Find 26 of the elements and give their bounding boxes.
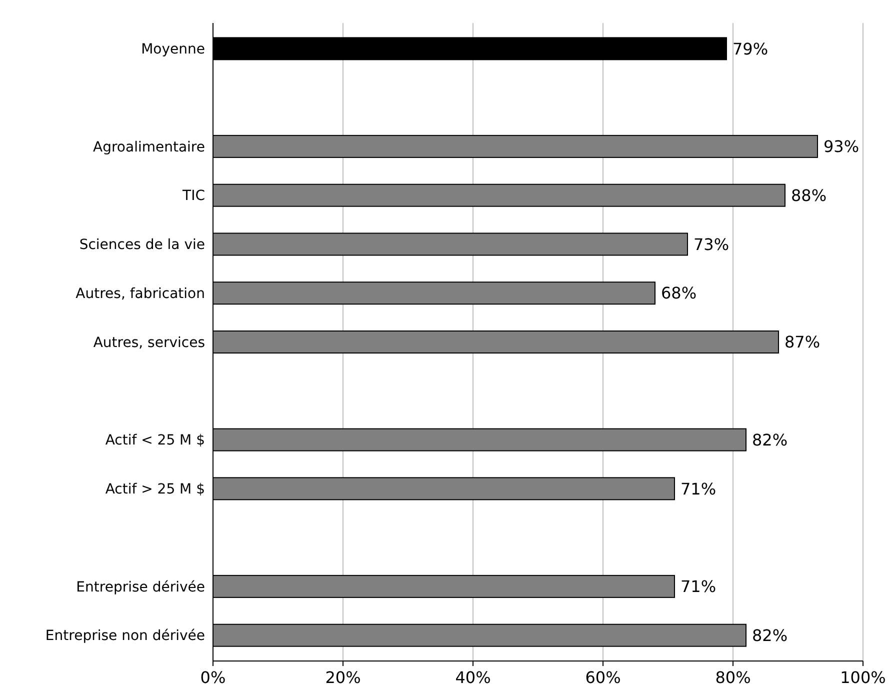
- x-tick-label: 20%: [325, 668, 361, 687]
- x-tick-label: 40%: [455, 668, 491, 687]
- x-tick-label: 100%: [840, 668, 886, 687]
- data-label: 79%: [732, 39, 768, 58]
- data-label: 88%: [791, 186, 827, 205]
- y-tick-label: TIC: [182, 188, 206, 204]
- data-label: 73%: [694, 234, 730, 254]
- y-tick-label: Autres, fabrication: [76, 286, 205, 302]
- data-label: 82%: [752, 626, 788, 645]
- data-label: 68%: [661, 284, 697, 303]
- y-tick-label: Entreprise non dérivée: [45, 628, 205, 644]
- x-tick-label: 0%: [200, 668, 226, 687]
- x-tick-label: 60%: [585, 668, 621, 687]
- data-label: 71%: [680, 479, 716, 498]
- y-tick-label: Moyenne: [141, 42, 205, 58]
- data-label: 82%: [752, 430, 788, 450]
- data-label: 87%: [784, 332, 820, 352]
- y-tick-label: Sciences de la vie: [79, 237, 205, 254]
- y-tick-label: Actif > 25 M $: [105, 482, 205, 498]
- y-tick-label: Actif < 25 M $: [105, 432, 205, 449]
- y-tick-label: Agroalimentaire: [93, 139, 205, 156]
- x-tick-label: 80%: [715, 668, 751, 687]
- y-tick-label: Autres, services: [93, 334, 205, 351]
- data-label: 93%: [824, 137, 860, 156]
- data-label: 71%: [680, 577, 716, 596]
- y-tick-label: Entreprise dérivée: [76, 579, 205, 596]
